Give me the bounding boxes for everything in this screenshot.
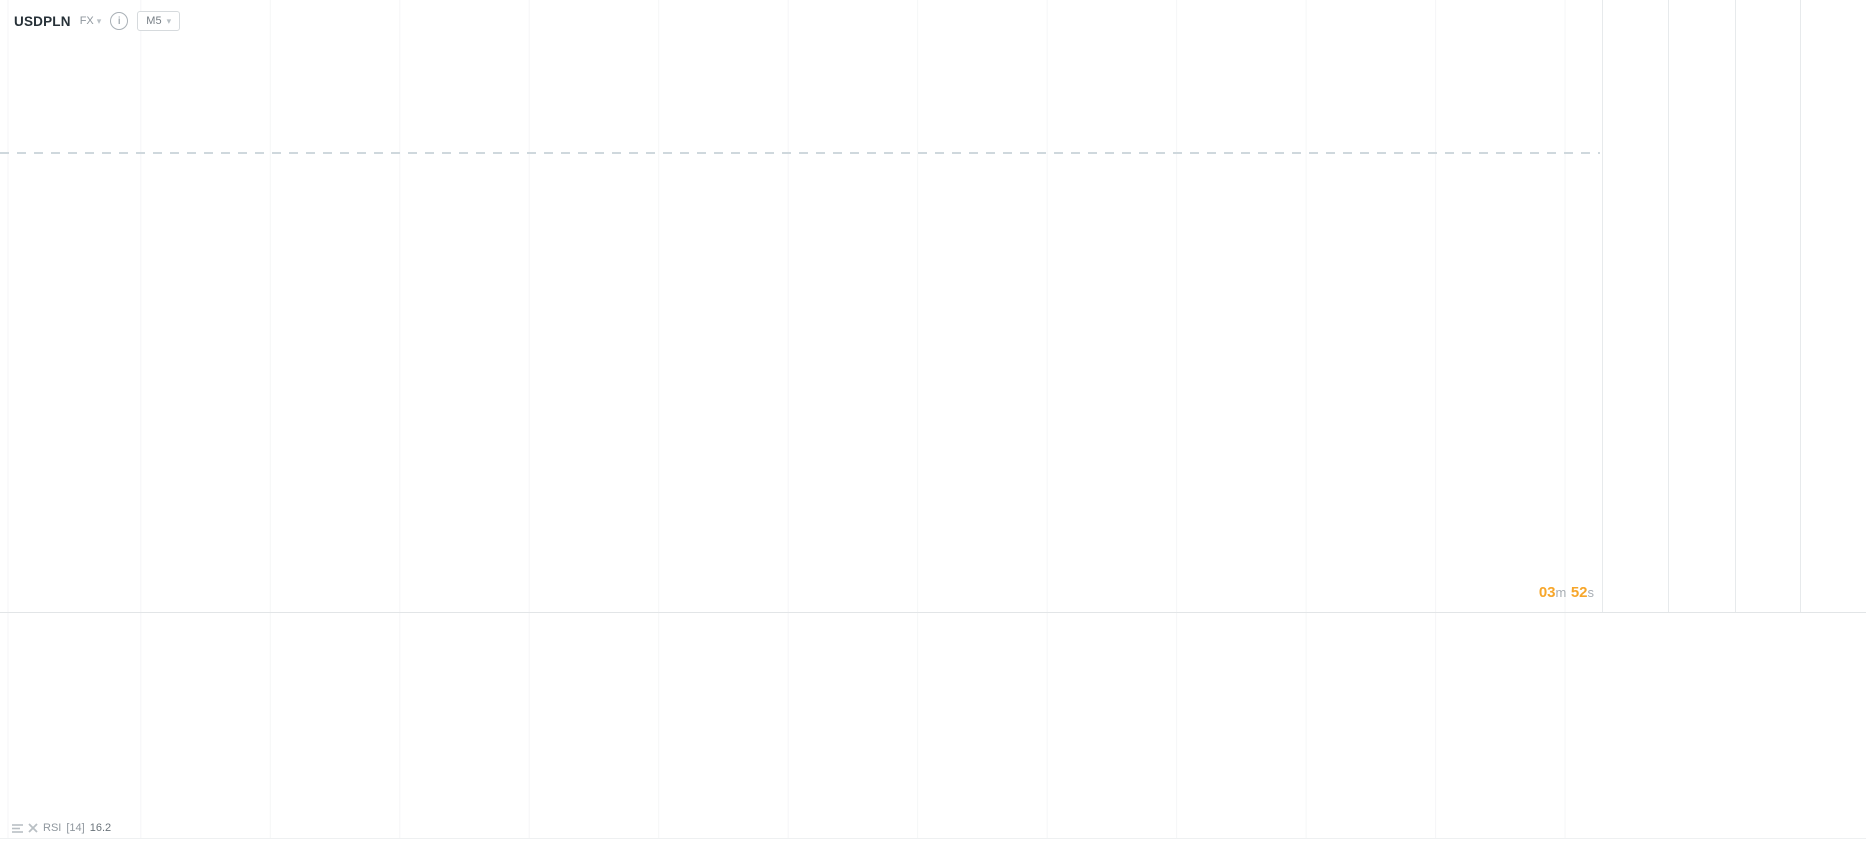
symbol-header: USDPLN FX ▾ i M5 ▾ <box>14 9 181 33</box>
info-icon[interactable]: i <box>110 12 129 30</box>
candle-countdown: 03m 52s <box>1470 584 1594 602</box>
timeframe-dropdown[interactable]: M5 ▾ <box>137 11 181 31</box>
indicator-name: RSI <box>43 822 62 834</box>
indicator-value: 16.2 <box>89 822 112 834</box>
countdown-minutes-unit: m <box>1555 585 1567 600</box>
countdown-seconds-unit: s <box>1587 585 1595 600</box>
indicator-close-icon[interactable] <box>28 823 38 833</box>
rsi-indicator-label: RSI [14] 16.2 <box>12 822 111 834</box>
chevron-down-icon: ▾ <box>96 15 102 26</box>
chevron-down-icon: ▾ <box>166 15 172 26</box>
indicator-settings-icon[interactable] <box>12 823 23 834</box>
symbol-chip-row <box>1602 578 1866 612</box>
market-label: FX <box>79 15 94 27</box>
countdown-seconds: 52 <box>1570 584 1588 601</box>
indicator-period: [14] <box>66 822 85 834</box>
symbol-name: USDPLN <box>14 13 71 29</box>
timeframe-value: M5 <box>146 15 162 27</box>
market-selector[interactable]: FX ▾ <box>80 15 102 27</box>
countdown-minutes: 03 <box>1538 584 1556 601</box>
